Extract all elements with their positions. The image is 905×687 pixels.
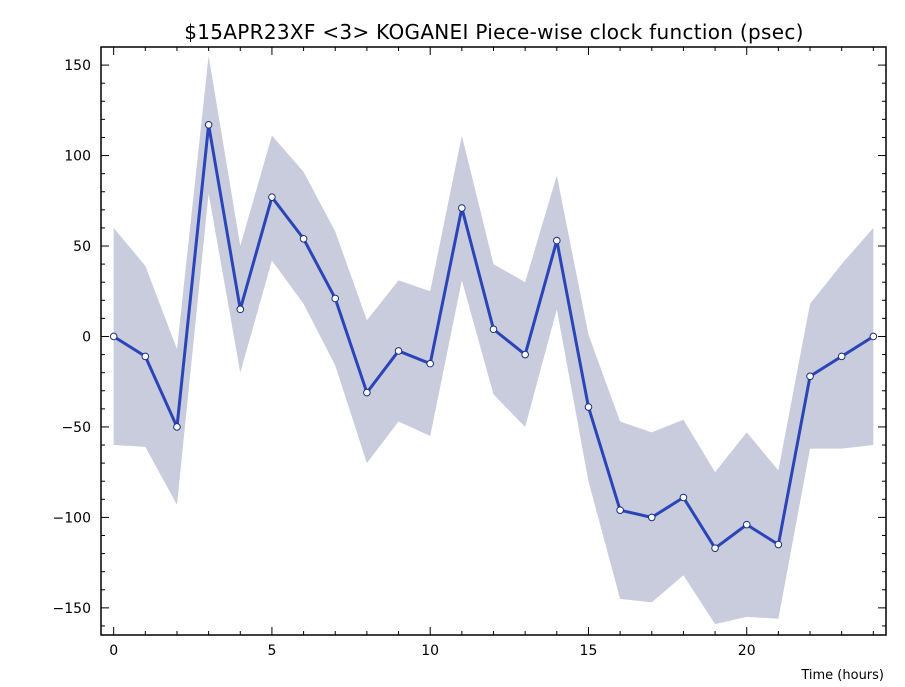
y-tick-label: 0: [82, 329, 91, 345]
data-point: [679, 493, 688, 502]
data-point: [299, 234, 308, 243]
data-point: [394, 347, 403, 355]
x-tick-label: 20: [738, 643, 756, 659]
data-point: [742, 520, 751, 529]
data-point: [363, 388, 371, 397]
data-point: [489, 325, 498, 334]
x-tick-label: 15: [580, 643, 598, 659]
x-tick-label: 10: [421, 643, 439, 659]
y-tick-label: 50: [73, 239, 91, 255]
data-point: [204, 120, 213, 129]
x-tick-label: 5: [267, 643, 276, 659]
data-point: [109, 332, 118, 341]
data-point: [806, 372, 814, 381]
data-point: [426, 359, 434, 368]
y-tick-label: −50: [61, 420, 91, 436]
uncertainty-band: [113, 56, 874, 625]
data-point: [837, 352, 846, 361]
data-point: [869, 332, 878, 341]
data-point: [774, 540, 783, 549]
data-point: [268, 193, 276, 201]
data-point: [616, 506, 624, 514]
chart-title: $15APR23XF <3> KOGANEI Piece-wise clock …: [184, 20, 804, 44]
x-axis-label: Time (hours): [800, 668, 884, 683]
data-point: [141, 352, 150, 361]
data-point: [647, 513, 656, 522]
data-point: [173, 423, 181, 431]
data-point: [711, 544, 719, 552]
y-tick-label: 150: [64, 58, 91, 74]
data-point: [331, 294, 340, 303]
y-tick-label: −100: [53, 510, 91, 526]
data-point: [521, 350, 529, 359]
data-point: [458, 204, 466, 212]
y-tick-label: −150: [53, 601, 91, 617]
data-point: [553, 236, 561, 245]
data-point: [584, 403, 593, 411]
data-point: [236, 305, 245, 314]
x-tick-label: 0: [109, 643, 118, 659]
y-tick-label: 100: [64, 149, 91, 165]
